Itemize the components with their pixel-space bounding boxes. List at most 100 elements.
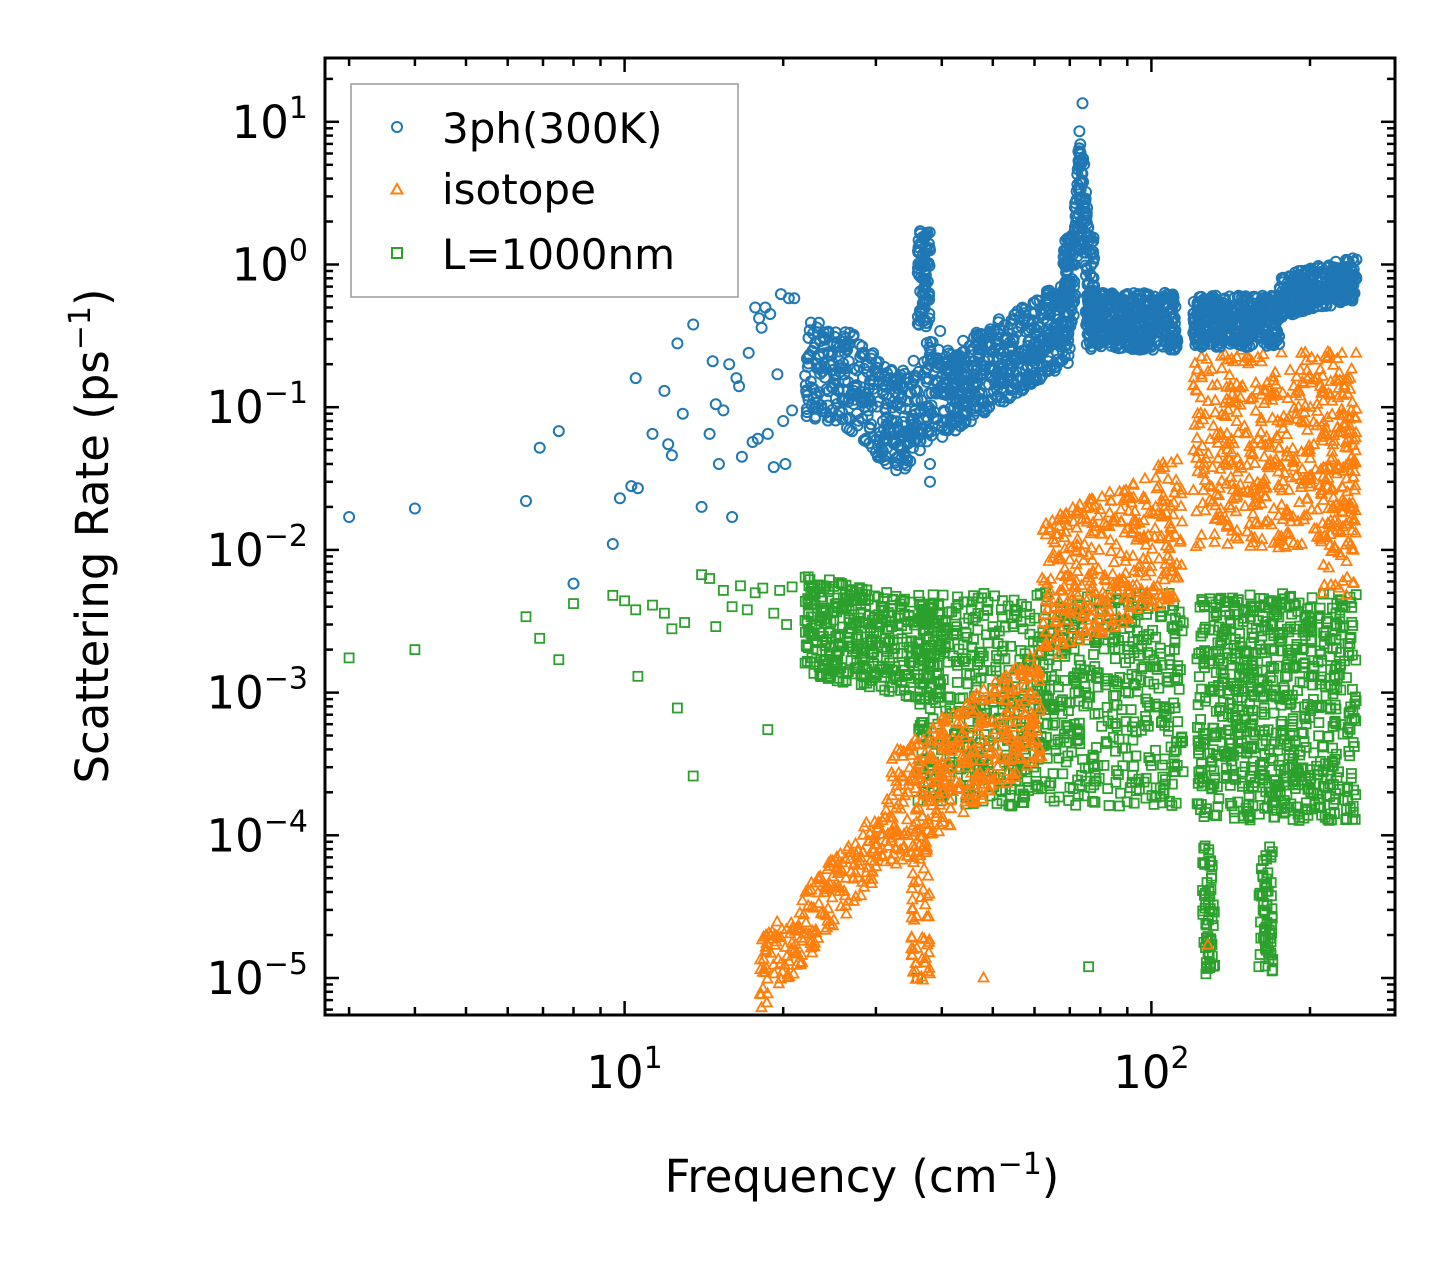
data-point-isotope — [767, 966, 781, 979]
data-point-l1000nm — [860, 671, 872, 683]
data-point-isotope — [1040, 602, 1055, 614]
data-point-l1000nm — [973, 761, 985, 773]
data-point-isotope — [922, 751, 936, 763]
data-point-l1000nm — [1048, 702, 1060, 714]
data-point-l1000nm — [1265, 936, 1277, 948]
data-point-l1000nm — [1159, 720, 1171, 731]
data-point-l1000nm — [1208, 611, 1220, 622]
data-point-l1000nm — [912, 669, 924, 681]
data-point-isotope — [797, 907, 811, 920]
data-point-isotope — [1189, 504, 1204, 517]
data-point-l1000nm — [1230, 652, 1241, 664]
data-point-isotope — [900, 812, 914, 825]
data-point-isotope — [1122, 611, 1136, 624]
data-point-isotope — [1091, 561, 1105, 574]
data-point-isotope — [920, 937, 934, 950]
data-point-isotope — [1105, 513, 1119, 526]
data-point-isotope — [1166, 507, 1180, 520]
data-point-l1000nm — [1108, 633, 1120, 644]
data-point-isotope — [967, 795, 981, 808]
data-point-isotope — [1159, 564, 1173, 577]
data-point-isotope — [1070, 520, 1084, 533]
data-point-l1000nm — [1285, 621, 1296, 633]
data-point-isotope — [1118, 566, 1133, 578]
data-point-isotope — [844, 845, 858, 858]
data-point-isotope — [821, 856, 836, 868]
data-point-isotope — [999, 668, 1013, 681]
data-point-l1000nm — [802, 626, 814, 637]
data-point-l1000nm — [1262, 885, 1274, 897]
data-point-l1000nm — [901, 670, 912, 682]
data-point-l1000nm — [1084, 691, 1096, 703]
data-point-isotope — [992, 776, 1006, 789]
data-point-l1000nm — [810, 656, 822, 668]
data-point-isotope — [983, 731, 997, 743]
data-point-isotope — [917, 861, 931, 874]
data-point-isotope — [1072, 633, 1086, 646]
data-point-l1000nm — [1276, 632, 1288, 644]
data-point-l1000nm — [1300, 609, 1312, 621]
data-point-isotope — [959, 786, 973, 799]
data-point-isotope — [886, 846, 901, 859]
data-point-l1000nm — [952, 591, 963, 603]
data-point-l1000nm — [1281, 788, 1293, 800]
data-point-l1000nm — [1347, 649, 1358, 661]
data-point-l1000nm — [1142, 696, 1153, 708]
data-point-isotope — [1003, 753, 1017, 766]
data-point-l1000nm — [1069, 675, 1081, 686]
data-point-isotope — [806, 924, 820, 936]
data-point-l1000nm — [1206, 873, 1217, 884]
data-point-l1000nm — [1110, 745, 1121, 757]
data-point-isotope — [998, 721, 1012, 734]
data-point-l1000nm — [1256, 647, 1268, 659]
data-point-l1000nm — [852, 629, 864, 641]
data-point-l1000nm — [1044, 792, 1056, 804]
data-point-l1000nm — [1277, 593, 1288, 605]
data-point-isotope — [1254, 425, 1268, 437]
data-point-l1000nm — [934, 675, 945, 687]
data-point-isotope — [961, 701, 975, 714]
data-point-l1000nm — [1254, 808, 1265, 820]
data-point-l1000nm — [1114, 800, 1125, 812]
data-point-isotope — [973, 753, 987, 766]
data-point-l1000nm — [1253, 615, 1264, 626]
data-point-l1000nm — [958, 639, 969, 651]
data-point-isotope — [1052, 627, 1066, 640]
data-point-l1000nm — [1257, 729, 1269, 741]
data-point-isotope — [932, 824, 946, 837]
data-point-l1000nm — [799, 571, 811, 583]
data-point-isotope — [1091, 625, 1105, 638]
data-point-l1000nm — [1092, 673, 1104, 684]
data-point-l1000nm — [1130, 785, 1142, 797]
data-point-l1000nm — [1199, 859, 1210, 870]
data-point-l1000nm — [1261, 879, 1273, 890]
data-point-l1000nm — [1088, 649, 1099, 660]
data-point-isotope — [917, 931, 931, 944]
data-point-l1000nm — [887, 665, 899, 677]
data-point-l1000nm — [993, 625, 1005, 637]
data-point-l1000nm — [1207, 920, 1219, 931]
data-point-l1000nm — [1051, 660, 1062, 671]
data-point-l1000nm — [1241, 654, 1253, 666]
data-point-l1000nm — [1294, 676, 1306, 688]
data-point-l1000nm — [961, 668, 972, 679]
data-point-l1000nm — [1288, 661, 1299, 672]
data-point-isotope — [1219, 476, 1233, 489]
data-point-isotope — [1039, 527, 1053, 540]
data-point-l1000nm — [1255, 768, 1267, 780]
data-point-isotope — [955, 726, 969, 738]
data-point-l1000nm — [1211, 810, 1223, 822]
data-point-l1000nm — [1044, 683, 1055, 695]
data-point-l1000nm — [996, 645, 1008, 657]
data-point-isotope — [1095, 626, 1109, 639]
data-point-isotope — [1009, 660, 1023, 673]
data-point-l1000nm — [1047, 768, 1059, 779]
data-point-l1000nm — [1201, 803, 1212, 815]
data-point-isotope — [964, 765, 978, 778]
data-point-l1000nm — [1246, 622, 1258, 634]
data-point-l1000nm — [1318, 627, 1329, 639]
data-point-l1000nm — [1127, 734, 1139, 746]
data-point-l1000nm — [1306, 635, 1318, 647]
data-point-isotope — [950, 740, 964, 753]
data-point-l1000nm — [972, 659, 983, 670]
